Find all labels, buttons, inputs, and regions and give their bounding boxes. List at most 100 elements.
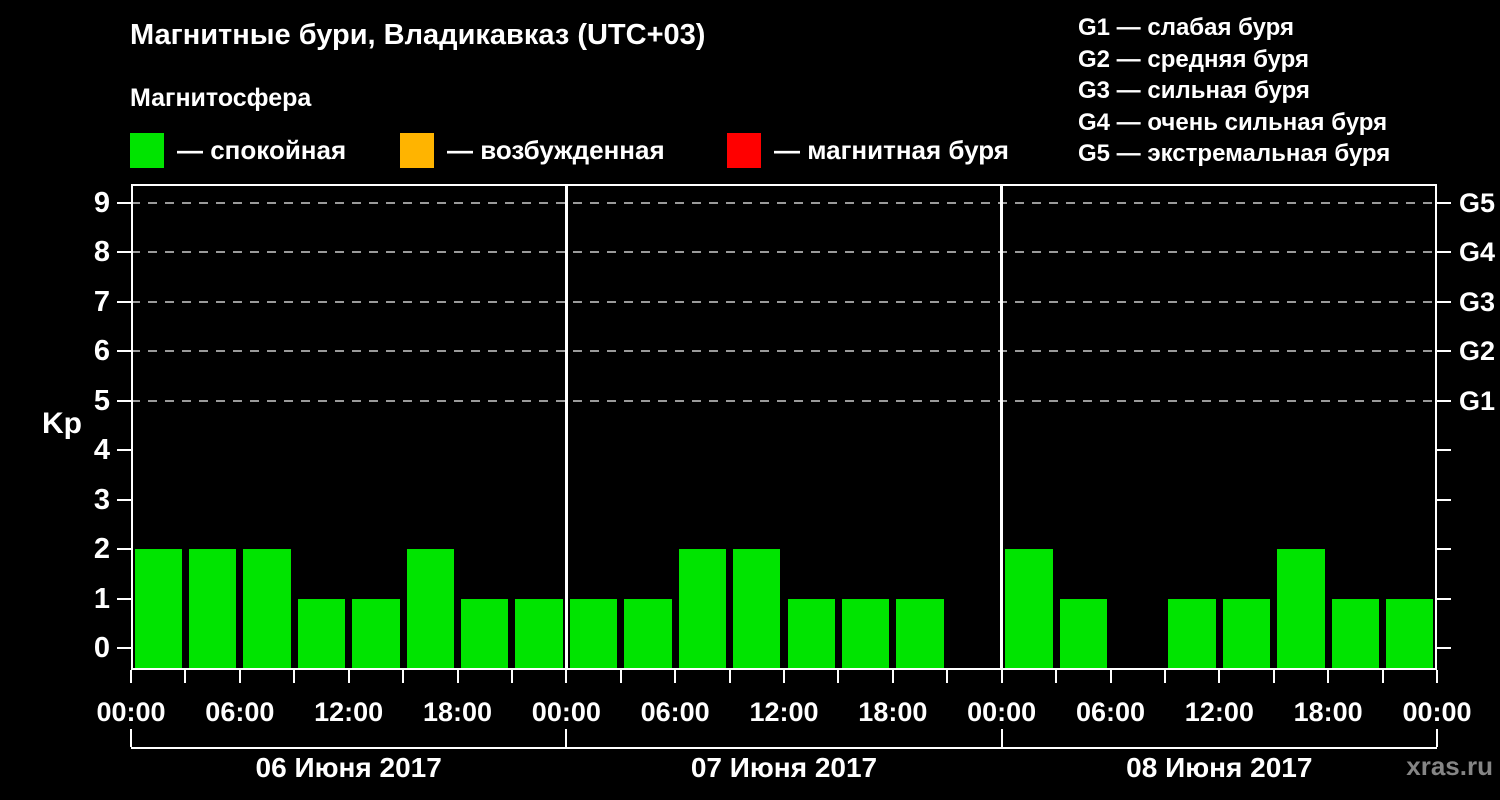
kp-bar xyxy=(1277,549,1325,670)
g-scale-tick xyxy=(1437,449,1451,451)
y-axis-tick-label: 3 xyxy=(93,483,110,516)
x-axis-tick xyxy=(1000,670,1003,683)
x-axis-tick xyxy=(1272,670,1275,683)
x-axis-tick xyxy=(130,670,132,683)
g-scale-tick-label: G3 xyxy=(1459,286,1496,317)
date-bracket-tick xyxy=(1000,729,1003,747)
g-scale-legend-line: G5 — экстремальная буря xyxy=(1078,140,1391,167)
kp-bar xyxy=(1059,598,1107,670)
plot-frame xyxy=(131,184,1437,670)
x-axis-tick-label: 00:00 xyxy=(531,697,601,727)
x-axis-tick xyxy=(946,670,949,683)
g-scale-tick xyxy=(1437,201,1451,204)
g-scale-tick xyxy=(1437,300,1451,303)
g-scale-tick xyxy=(1437,399,1451,402)
y-axis-tick xyxy=(117,449,131,451)
g-scale-tick xyxy=(1437,647,1451,649)
x-axis-tick-label: 18:00 xyxy=(858,697,928,727)
x-axis-tick xyxy=(1218,670,1221,683)
y-axis-tick-label: 2 xyxy=(93,533,110,565)
kp-bar xyxy=(569,598,618,670)
y-axis-tick-label: 6 xyxy=(93,335,110,367)
kp-bar xyxy=(515,598,563,670)
x-axis-tick xyxy=(184,670,187,683)
x-axis-tick xyxy=(402,670,405,683)
y-axis-tick-label: 1 xyxy=(93,582,110,615)
y-axis-tick xyxy=(117,300,131,303)
x-axis-tick xyxy=(1109,670,1112,683)
x-axis-tick-label: 06:00 xyxy=(640,697,710,727)
g-scale-legend-line: G2 — средняя буря xyxy=(1078,45,1309,73)
g-scale-tick xyxy=(1437,350,1451,352)
y-axis-tick xyxy=(117,251,131,253)
x-axis-tick xyxy=(1163,670,1166,683)
x-axis-tick xyxy=(837,670,840,683)
kp-bar xyxy=(841,598,890,670)
x-axis-tick-label: 12:00 xyxy=(749,697,819,727)
y-axis-tick xyxy=(117,597,131,600)
g-scale-legend: G1 — слабая буря G2 — средняя буря G3 — … xyxy=(1078,12,1390,170)
kp-bar xyxy=(461,598,509,670)
kp-bar xyxy=(406,549,454,670)
y-axis-tick-label: 7 xyxy=(93,285,110,318)
x-axis-tick xyxy=(783,670,785,683)
g-scale-tick-label: G5 xyxy=(1459,187,1496,218)
kp-bar xyxy=(188,549,237,670)
x-axis-tick-label: 18:00 xyxy=(1293,697,1363,727)
date-bracket-tick xyxy=(130,729,132,747)
x-axis-tick xyxy=(565,670,568,683)
date-label: 06 Июня 2017 xyxy=(255,752,442,783)
x-axis-tick-label: 00:00 xyxy=(1402,697,1472,727)
g-scale-legend-line: G4 — очень сильная буря xyxy=(1078,108,1388,136)
y-axis-tick-label: 9 xyxy=(93,186,110,219)
x-axis-tick xyxy=(1436,670,1438,683)
chart-title: Магнитные бури, Владикавказ (UTC+03) xyxy=(130,19,706,51)
kp-bar xyxy=(896,598,944,670)
x-axis-tick-label: 12:00 xyxy=(1184,697,1254,727)
active-color-swatch xyxy=(400,132,434,168)
y-axis-title: Kp xyxy=(42,407,82,440)
gridline xyxy=(131,201,1437,204)
gridline xyxy=(131,251,1437,253)
plot-area xyxy=(131,184,1437,670)
chart-subtitle: Магнитосфера xyxy=(130,84,312,112)
kp-bar xyxy=(787,598,835,670)
x-axis-tick xyxy=(1055,670,1058,683)
gridline xyxy=(131,399,1437,402)
x-axis-tick xyxy=(891,670,894,683)
kp-bar xyxy=(243,549,291,670)
kp-bar xyxy=(1331,598,1380,670)
g-scale-tick-label: G4 xyxy=(1459,237,1496,267)
x-axis-tick-label: 06:00 xyxy=(1075,697,1146,727)
gridline xyxy=(131,350,1437,352)
g-scale-tick-label: G1 xyxy=(1459,385,1496,416)
y-axis-tick-label: 8 xyxy=(93,236,110,268)
x-axis-tick-label: 00:00 xyxy=(967,697,1037,727)
legend-item-label: — магнитная буря xyxy=(774,134,1009,165)
legend-item-quiet: — спокойная xyxy=(130,132,346,168)
kp-bar xyxy=(733,549,781,670)
day-divider xyxy=(564,184,568,670)
x-axis-tick-label: 18:00 xyxy=(422,697,493,727)
date-bracket-tick xyxy=(565,729,568,747)
date-label: 08 Июня 2017 xyxy=(1126,752,1313,783)
storm-color-swatch xyxy=(727,132,761,168)
kp-bar xyxy=(1222,598,1271,670)
kp-bar xyxy=(624,598,672,670)
g-scale-legend-line: G1 — слабая буря xyxy=(1078,14,1295,41)
y-axis-tick xyxy=(117,350,131,352)
legend-item-label: — возбужденная xyxy=(447,134,665,165)
y-axis-tick xyxy=(117,548,131,550)
y-axis-tick xyxy=(117,201,131,204)
kp-bar xyxy=(352,598,400,670)
kp-bar xyxy=(1005,549,1053,670)
x-axis-tick xyxy=(456,670,459,683)
watermark: xras.ru xyxy=(1406,751,1493,781)
kp-bar xyxy=(678,549,727,670)
g-scale-tick xyxy=(1437,498,1451,501)
legend-item-active: — возбужденная xyxy=(400,132,665,168)
y-axis-tick xyxy=(117,498,131,501)
y-axis-tick-label: 4 xyxy=(93,434,110,466)
x-axis-tick xyxy=(1381,670,1384,683)
